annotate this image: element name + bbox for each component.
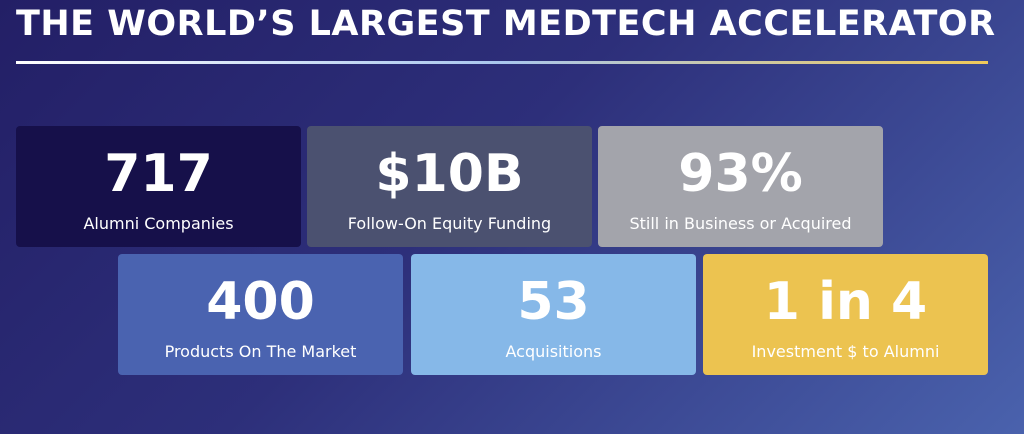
divider xyxy=(16,61,988,64)
stat-card: 1 in 4 Investment $ to Alumni xyxy=(703,254,988,375)
stat-card: $10B Follow-On Equity Funding xyxy=(307,126,592,247)
stat-value: 93% xyxy=(678,144,803,204)
stat-value: 717 xyxy=(104,144,213,204)
stat-label: Acquisitions xyxy=(505,342,602,361)
stat-value: $10B xyxy=(375,144,524,204)
stat-value: 1 in 4 xyxy=(763,272,928,332)
stat-card: 93% Still in Business or Acquired xyxy=(598,126,883,247)
stat-label: Alumni Companies xyxy=(83,214,234,233)
stat-value: 400 xyxy=(206,272,315,332)
stat-label: Investment $ to Alumni xyxy=(751,342,940,361)
stat-label: Follow-On Equity Funding xyxy=(347,214,552,233)
stat-value: 53 xyxy=(517,272,590,332)
stat-card: 400 Products On The Market xyxy=(118,254,403,375)
stat-label: Still in Business or Acquired xyxy=(629,214,852,233)
stat-label: Products On The Market xyxy=(164,342,357,361)
stat-card: 53 Acquisitions xyxy=(411,254,696,375)
title: THE WORLD’S LARGEST MEDTECH ACCELERATOR xyxy=(16,4,996,44)
stat-card: 717 Alumni Companies xyxy=(16,126,301,247)
